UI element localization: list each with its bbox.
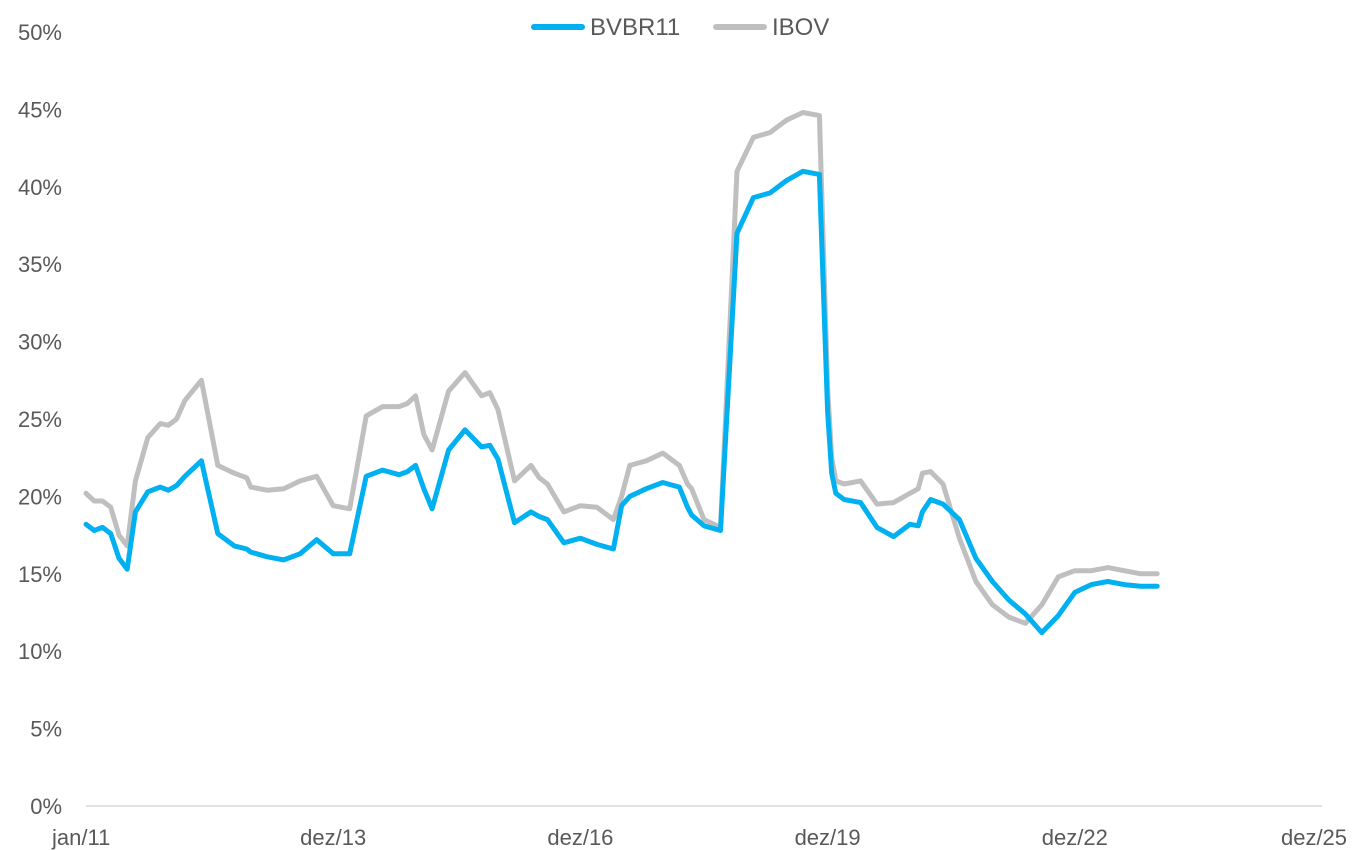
y-tick-label: 5% <box>30 717 62 742</box>
x-tick-label: jan/11 <box>51 825 110 850</box>
series-layer <box>83 110 1160 636</box>
y-axis: 0% 5% 10% 15% 20% 25% 30% 35% 40% 45% 50% <box>18 20 62 819</box>
y-tick-label: 35% <box>18 252 62 277</box>
y-tick-label: 30% <box>18 330 62 355</box>
x-tick-label: dez/16 <box>547 825 613 850</box>
x-tick-label: dez/25 <box>1281 825 1347 850</box>
x-tick-label: dez/13 <box>300 825 366 850</box>
y-tick-label: 40% <box>18 175 62 200</box>
y-tick-label: 25% <box>18 407 62 432</box>
x-tick-label: dez/19 <box>795 825 861 850</box>
y-tick-label: 50% <box>18 20 62 45</box>
x-axis: jan/11 dez/13 dez/16 dez/19 dez/22 dez/25 <box>51 825 1347 850</box>
y-tick-label: 10% <box>18 639 62 664</box>
legend-label-bvbr11: BVBR11 <box>590 14 680 41</box>
y-tick-label: 45% <box>18 97 62 122</box>
y-tick-label: 20% <box>18 484 62 509</box>
series-line-bvbr11 <box>83 168 1160 636</box>
y-tick-label: 0% <box>30 794 62 819</box>
y-tick-label: 15% <box>18 562 62 587</box>
x-tick-label: dez/22 <box>1042 825 1108 850</box>
series-line-ibov <box>83 110 1160 626</box>
legend: BVBR11 IBOV <box>531 14 829 41</box>
legend-label-ibov: IBOV <box>772 14 829 41</box>
